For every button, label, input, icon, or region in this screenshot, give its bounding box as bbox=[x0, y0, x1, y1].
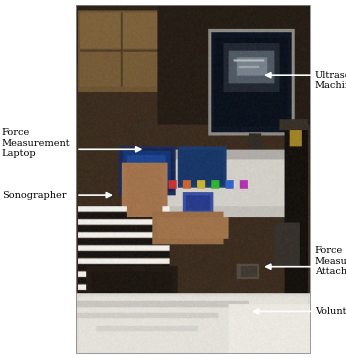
Text: Sonographer: Sonographer bbox=[2, 190, 66, 200]
Bar bbox=[76, 5, 310, 353]
Text: Ultrasound
Machine: Ultrasound Machine bbox=[315, 71, 346, 90]
Text: Volunteer: Volunteer bbox=[315, 307, 346, 316]
Text: Force
Measurement
Attachment: Force Measurement Attachment bbox=[315, 246, 346, 276]
Text: Force
Measurement
Laptop: Force Measurement Laptop bbox=[2, 128, 70, 158]
